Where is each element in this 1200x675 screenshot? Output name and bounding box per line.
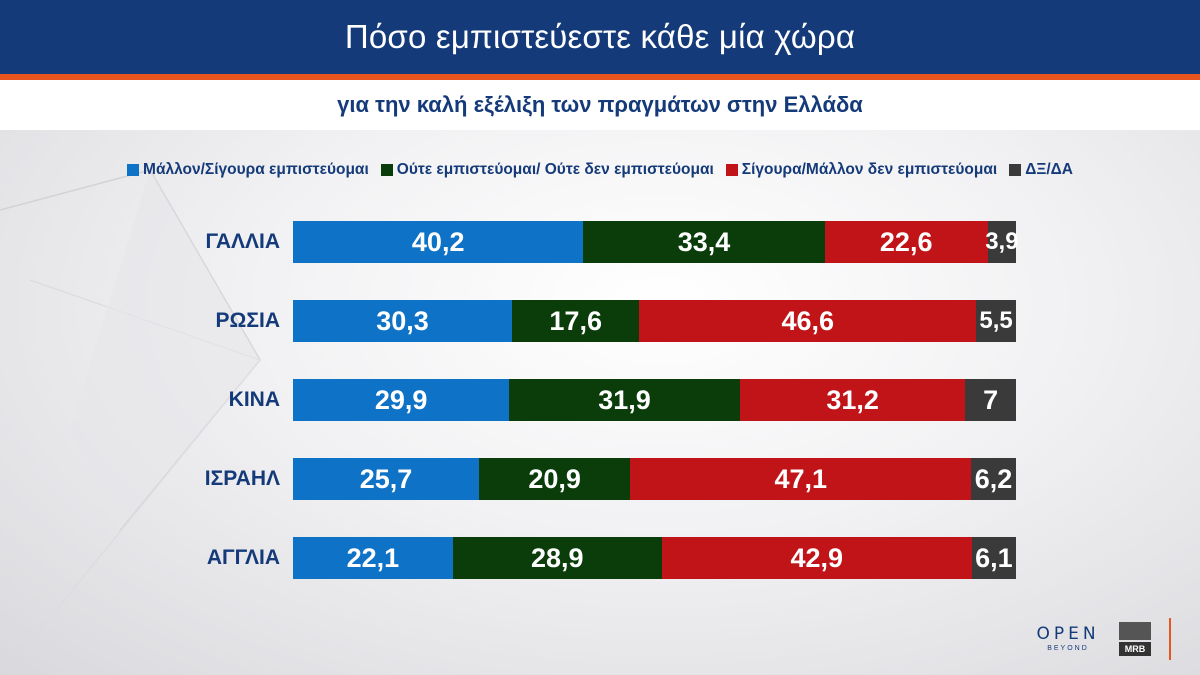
beyond-logo-text: BEYOND (1047, 645, 1089, 652)
legend-item: Ούτε εμπιστεύομαι/ Ούτε δεν εμπιστεύομαι (380, 161, 714, 179)
legend-label: Μάλλον/Σίγουρα εμπιστεύομαι (143, 161, 369, 178)
legend-swatch (1009, 164, 1022, 176)
background-decoration (0, 169, 262, 631)
open-logo-text: OPEN (1036, 624, 1100, 644)
legend-swatch (725, 164, 738, 176)
page-title: Πόσο εμπιστεύεστε κάθε μία χώρα (344, 18, 856, 55)
header-bar: Πόσο εμπιστεύεστε κάθε μία χώρα (0, 0, 1200, 74)
mrb-logo: MRB (1119, 622, 1151, 656)
page-subtitle: για την καλή εξέλιξη των πραγμάτων στην … (337, 92, 863, 117)
legend-item: Μάλλον/Σίγουρα εμπιστεύομαι (127, 161, 369, 179)
orange-divider (0, 74, 1200, 80)
legend-label: ΔΞ/ΔΑ (1025, 161, 1073, 178)
legend-swatch (380, 164, 393, 176)
mrb-logo-mark (1119, 622, 1151, 640)
mrb-logo-text: MRB (1119, 642, 1151, 656)
legend-item: ΔΞ/ΔΑ (1009, 161, 1073, 179)
legend-swatch (127, 164, 140, 176)
legend-item: Σίγουρα/Μάλλον δεν εμπιστεύομαι (725, 161, 998, 179)
logo-accent-bar (1169, 618, 1171, 660)
legend-label: Σίγουρα/Μάλλον δεν εμπιστεύομαι (741, 161, 998, 178)
open-beyond-logo: OPEN BEYOND (1032, 624, 1104, 652)
logos-area: OPEN BEYOND MRB (1032, 618, 1182, 662)
legend-label: Ούτε εμπιστεύομαι/ Ούτε δεν εμπιστεύομαι (396, 161, 714, 178)
subheader-bar: για την καλή εξέλιξη των πραγμάτων στην … (0, 80, 1200, 130)
chart-legend: Μάλλον/Σίγουρα εμπιστεύομαι Ούτε εμπιστεύ… (0, 158, 1200, 182)
